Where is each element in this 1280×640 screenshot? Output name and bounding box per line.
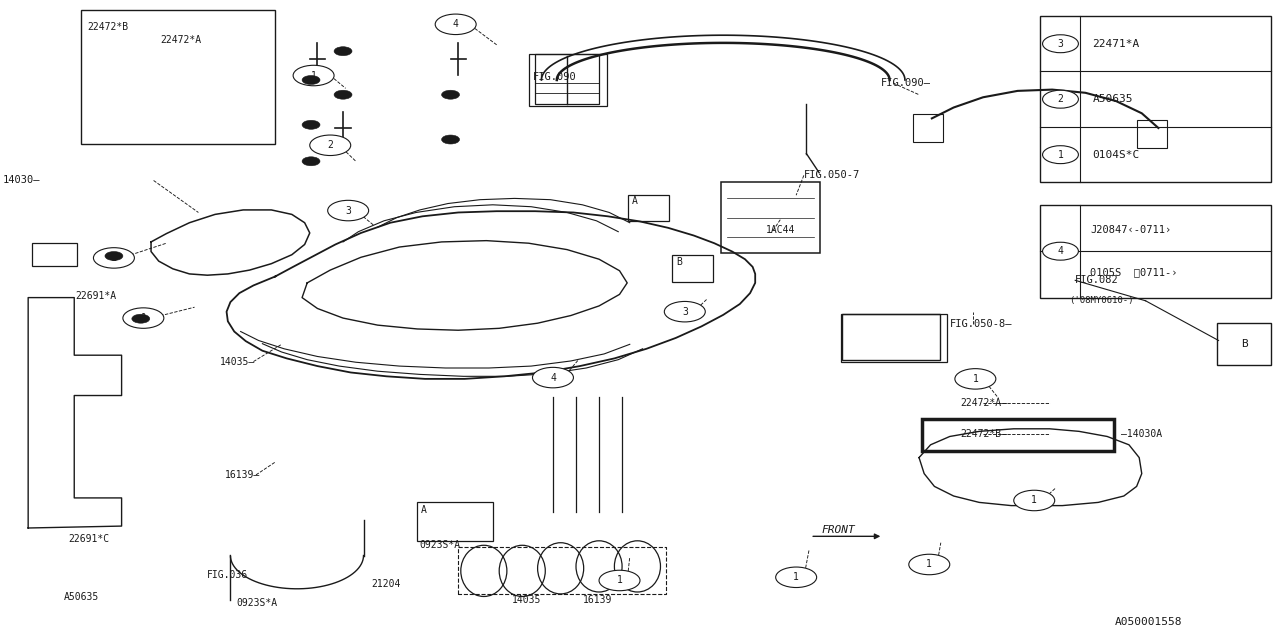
Text: FIG.082: FIG.082 <box>1075 275 1119 285</box>
Text: 1: 1 <box>141 313 146 323</box>
Text: 22472*B—: 22472*B— <box>960 429 1007 439</box>
Bar <box>417 502 493 541</box>
Circle shape <box>442 135 460 144</box>
Bar <box>913 114 943 142</box>
Text: 22472*B: 22472*B <box>87 22 128 32</box>
Text: FIG.090: FIG.090 <box>532 72 576 82</box>
Text: A: A <box>421 505 428 515</box>
Bar <box>32 243 77 266</box>
Text: A: A <box>632 196 639 206</box>
Bar <box>1217 323 1271 365</box>
Circle shape <box>302 76 320 84</box>
Text: 22691*A: 22691*A <box>76 291 116 301</box>
Text: 21204: 21204 <box>371 579 401 589</box>
Text: 14035—: 14035— <box>220 356 256 367</box>
Bar <box>1039 16 1271 182</box>
Circle shape <box>955 369 996 389</box>
Circle shape <box>93 248 134 268</box>
Bar <box>529 54 607 106</box>
Bar <box>922 419 1114 451</box>
Text: 0105S  ‸0711-›: 0105S ‸0711-› <box>1091 268 1178 278</box>
Text: ('08MY0610-): ('08MY0610-) <box>1069 296 1133 305</box>
Text: FIG.050-7: FIG.050-7 <box>804 170 860 180</box>
Text: 16139: 16139 <box>582 595 612 605</box>
Text: FRONT: FRONT <box>822 525 855 535</box>
Circle shape <box>435 14 476 35</box>
Text: J20847‹-0711›: J20847‹-0711› <box>1091 225 1171 235</box>
Text: 4: 4 <box>1057 246 1064 256</box>
Text: 1: 1 <box>617 575 622 586</box>
Circle shape <box>1042 242 1079 260</box>
Text: 22472*A—: 22472*A— <box>960 398 1007 408</box>
Text: 2: 2 <box>328 140 333 150</box>
Circle shape <box>334 90 352 99</box>
Circle shape <box>1042 35 1079 52</box>
Text: 1: 1 <box>794 572 799 582</box>
Text: 22472*A: 22472*A <box>160 35 201 45</box>
Text: 16139—: 16139— <box>225 470 261 480</box>
Circle shape <box>328 200 369 221</box>
Bar <box>721 182 820 253</box>
Circle shape <box>293 65 334 86</box>
Circle shape <box>1042 146 1079 164</box>
Bar <box>841 314 947 362</box>
Text: 2: 2 <box>1057 94 1064 104</box>
Text: 1: 1 <box>311 70 316 81</box>
Text: 1AC44: 1AC44 <box>765 225 795 236</box>
Text: 3: 3 <box>1057 39 1064 49</box>
Text: B: B <box>676 257 682 267</box>
Text: 1: 1 <box>1057 150 1064 159</box>
Bar <box>842 314 940 360</box>
Bar <box>1137 120 1167 148</box>
Text: A50635: A50635 <box>1093 94 1133 104</box>
Bar <box>535 54 599 104</box>
Circle shape <box>532 367 573 388</box>
Bar <box>81 10 275 144</box>
Text: 3: 3 <box>346 205 351 216</box>
Text: 0104S*C: 0104S*C <box>1093 150 1139 159</box>
Circle shape <box>664 301 705 322</box>
Circle shape <box>1042 90 1079 108</box>
Circle shape <box>123 308 164 328</box>
Circle shape <box>302 157 320 166</box>
Text: 0923S*A: 0923S*A <box>237 598 278 608</box>
Text: 3: 3 <box>682 307 687 317</box>
Text: A050001558: A050001558 <box>1115 617 1183 627</box>
Text: B: B <box>1240 339 1248 349</box>
Circle shape <box>310 135 351 156</box>
Bar <box>672 255 713 282</box>
Text: FIG.090—: FIG.090— <box>881 78 931 88</box>
Circle shape <box>442 90 460 99</box>
Text: —14030A: —14030A <box>1121 429 1162 439</box>
Text: 22691*C: 22691*C <box>68 534 109 544</box>
Bar <box>1039 205 1271 298</box>
Circle shape <box>105 252 123 260</box>
Text: 1: 1 <box>1032 495 1037 506</box>
Text: 0923S*A: 0923S*A <box>420 540 461 550</box>
Circle shape <box>599 570 640 591</box>
Text: 14035: 14035 <box>512 595 541 605</box>
Text: 22471*A: 22471*A <box>1093 39 1139 49</box>
Text: FIG.036: FIG.036 <box>207 570 248 580</box>
Text: 1: 1 <box>111 253 116 263</box>
Circle shape <box>909 554 950 575</box>
Circle shape <box>132 314 150 323</box>
Text: 4: 4 <box>550 372 556 383</box>
Text: 4: 4 <box>453 19 458 29</box>
Text: 1: 1 <box>927 559 932 570</box>
Circle shape <box>302 120 320 129</box>
Text: FIG.050-8—: FIG.050-8— <box>950 319 1012 330</box>
Text: A50635: A50635 <box>64 592 100 602</box>
Bar <box>628 195 669 221</box>
Text: 14030—: 14030— <box>3 175 40 186</box>
Text: 1: 1 <box>973 374 978 384</box>
Circle shape <box>776 567 817 588</box>
Circle shape <box>1014 490 1055 511</box>
Circle shape <box>334 47 352 56</box>
